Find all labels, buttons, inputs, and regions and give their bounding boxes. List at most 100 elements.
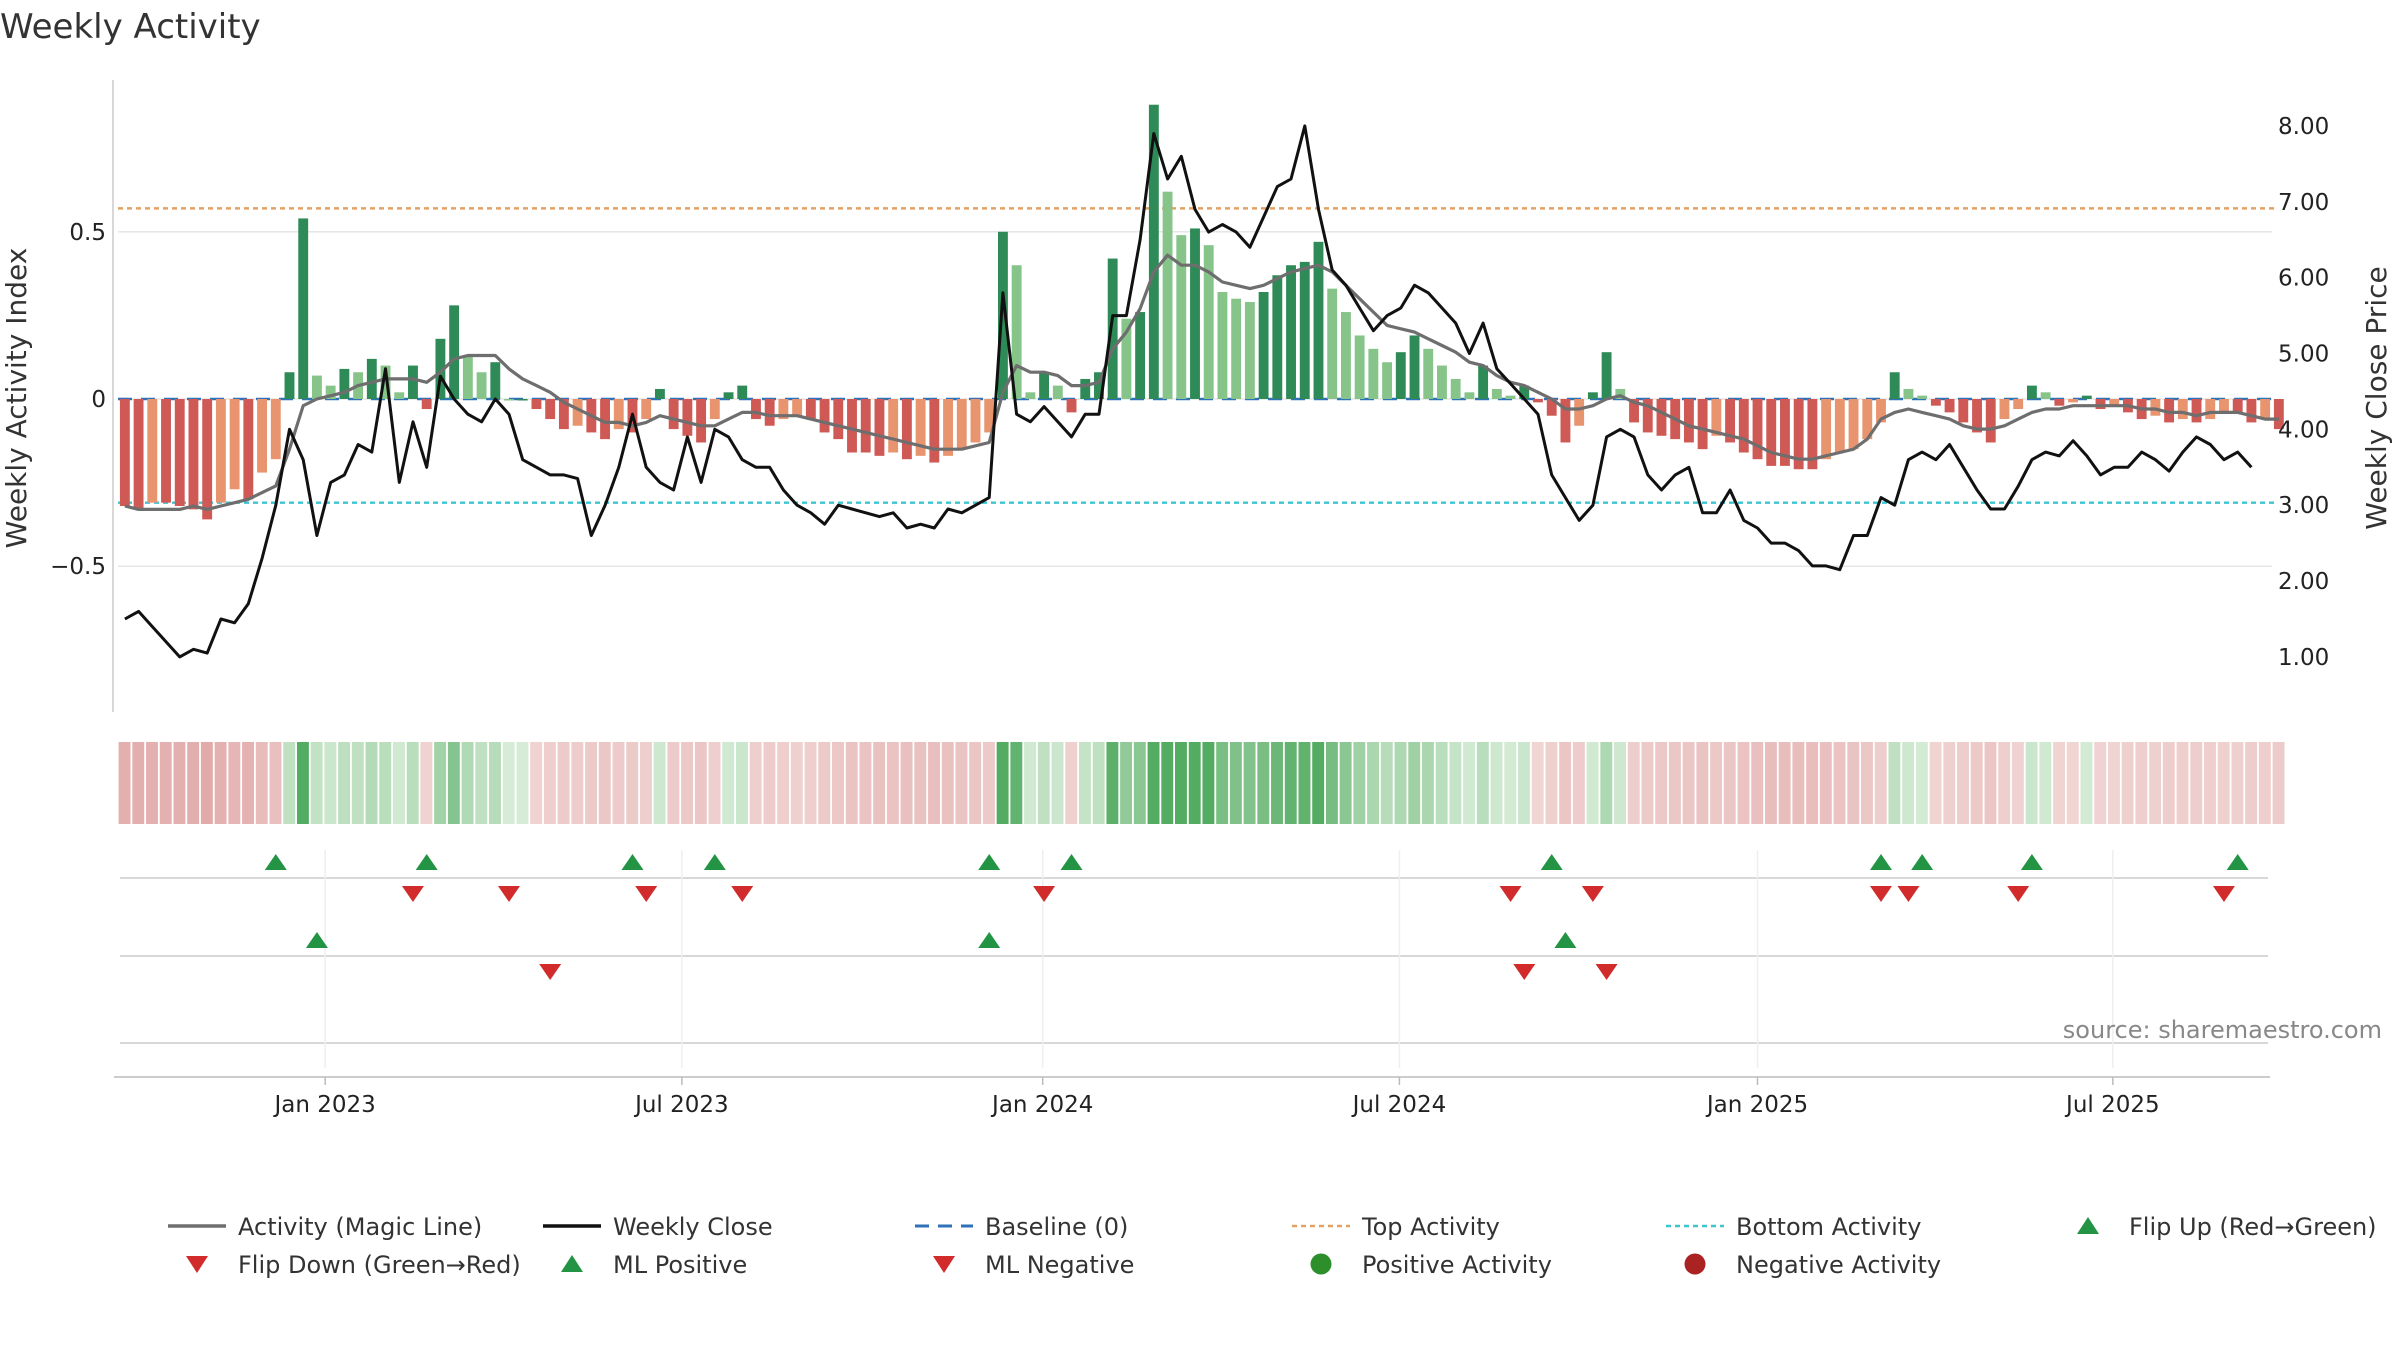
right-tick-label: 3.00 [2278,493,2329,519]
activity-bar [997,231,1008,399]
legend-label: Activity (Magic Line) [238,1213,482,1241]
activity-bar [1327,288,1338,399]
activity-bar [929,399,940,463]
heat-cell [2107,742,2120,824]
flip-down-marker [1869,886,1892,902]
heat-cell [790,742,803,824]
flip-down-marker [401,886,424,902]
legend-swatch [1310,1253,1332,1275]
activity-bar [1889,372,1900,399]
heat-cell [434,742,447,824]
heat-cell [1078,742,1091,824]
heat-cell [1998,742,2011,824]
activity-bar [1052,385,1063,399]
heat-cell [667,742,680,824]
activity-bar [229,399,240,490]
heat-cell [406,742,419,824]
heat-cell [681,742,694,824]
flip-up-marker [2020,854,2043,870]
heat-cell [804,742,817,824]
activity-bar [1972,399,1982,433]
activity-bar [408,365,418,399]
legend-label: Positive Activity [1362,1251,1552,1279]
heat-cell [1312,742,1325,824]
heat-cell [1819,742,1832,824]
legend-label: Flip Up (Red→Green) [2129,1213,2377,1241]
activity-bar [860,399,871,453]
legend-item-activity-magic-line: Activity (Magic Line) [168,1213,482,1241]
heat-cell [187,742,200,824]
activity-bar [1395,352,1406,399]
heat-cell [1655,742,1668,824]
activity-bar [600,399,610,440]
heat-cell [1847,742,1860,824]
activity-bar [517,399,528,401]
heat-cell [2245,742,2258,824]
heat-cell [1874,742,1887,824]
legend-item-flip-down: Flip Down (Green→Red) [186,1251,521,1279]
heat-cell [1476,742,1489,824]
activity-heat-strip [118,742,2285,824]
activity-bar [284,372,295,399]
activity-bar [462,355,473,399]
heat-cell [900,742,913,824]
activity-bar [188,399,199,510]
activity-bar [805,399,816,420]
legend-item-negative-activity: Negative Activity [1684,1251,1941,1279]
heat-cell [1682,742,1695,824]
heat-cell [1778,742,1791,824]
heat-cell [2135,742,2148,824]
heat-cell [1120,742,1133,824]
activity-bar [504,399,514,401]
signal-rows [120,850,2268,1068]
activity-bar [366,358,377,399]
heat-cell [351,742,364,824]
x-tick-label: Jul 2023 [633,1092,729,1118]
heat-cell [2162,742,2175,824]
heat-cell [1504,742,1517,824]
activity-bar [147,399,158,503]
x-tick-label: Jul 2024 [1351,1092,1447,1118]
activity-bar [847,399,857,453]
heat-cell [2190,742,2203,824]
activity-bar [1272,275,1283,399]
activity-bar [1423,348,1434,399]
heat-cell [1298,742,1311,824]
heat-cell [1696,742,1709,824]
activity-bar [1519,385,1530,399]
heat-cell [708,742,721,824]
legend-swatch [561,1255,583,1272]
activity-bar [874,399,885,456]
activity-bar [2081,395,2092,399]
heat-cell [1284,742,1297,824]
x-tick-label: Jan 2024 [990,1092,1093,1118]
legend-label: Weekly Close [613,1213,773,1241]
x-tick-label: Jul 2025 [2064,1092,2160,1118]
heat-cell [1216,742,1229,824]
heat-cell [941,742,954,824]
heat-cell [1957,742,1969,824]
heat-cell [132,742,145,824]
heat-cell [447,742,460,824]
flip-down-marker [731,886,754,902]
activity-bar [970,399,981,443]
activity-bar [1958,399,1969,423]
activity-bar [1683,399,1694,443]
legend-item-bottom-activity: Bottom Activity [1666,1213,1921,1241]
ml-negative-marker [539,964,562,980]
heat-cell [996,742,1009,824]
activity-bar [833,399,844,440]
activity-bar [1848,399,1859,450]
flip-down-marker [2212,886,2235,902]
activity-bar [161,399,171,503]
heat-cell [571,742,584,824]
heat-cell [1929,742,1942,824]
heat-cell [214,742,227,824]
activity-bar [1450,378,1461,399]
flip-up-marker [978,854,1001,870]
heat-cell [146,742,158,824]
legend-label: Baseline (0) [985,1213,1128,1241]
right-tick-label: 1.00 [2278,645,2329,671]
heat-cell [255,742,268,824]
heat-cell [2217,742,2230,824]
